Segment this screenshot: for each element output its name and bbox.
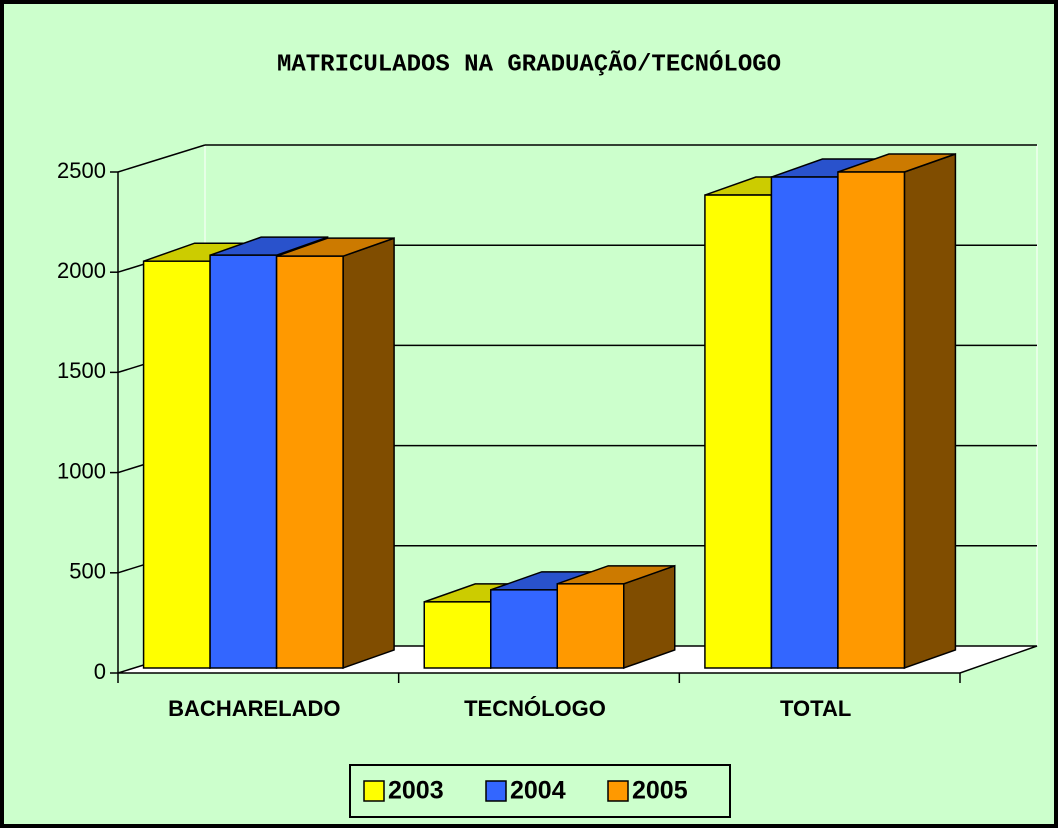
bar — [770, 176, 839, 669]
y-tick-label: 500 — [69, 559, 106, 584]
y-tick-label: 1000 — [57, 458, 106, 483]
legend-label: 2005 — [632, 777, 688, 805]
legend-swatch — [607, 780, 629, 802]
bar — [209, 254, 278, 669]
bar — [142, 260, 211, 669]
grid-line — [117, 144, 206, 173]
chart-title: MATRICULADOS NA GRADUAÇÃO/TECNÓLOGO — [277, 49, 781, 78]
bar-side — [903, 152, 957, 670]
legend-label: 2004 — [510, 777, 566, 805]
legend-label: 2003 — [388, 777, 444, 805]
bar-side — [342, 237, 395, 670]
legend-swatch — [485, 780, 507, 802]
y-tick-label: 0 — [94, 659, 106, 684]
legend-box — [349, 764, 731, 818]
legend-swatch — [363, 780, 385, 802]
bar — [490, 589, 558, 669]
legend: 2003 2004 2005 — [363, 777, 688, 805]
y-tick-label: 2500 — [57, 158, 106, 183]
bar — [837, 171, 906, 669]
x-tick-label: TOTAL — [780, 696, 851, 721]
x-tick-label: TECNÓLOGO — [464, 696, 606, 721]
x-tick-label: BACHARELADO — [168, 696, 340, 721]
y-tick-label: 1500 — [57, 358, 106, 383]
bar — [704, 194, 773, 669]
bar — [275, 255, 344, 669]
y-tick-label: 2000 — [57, 258, 106, 283]
bar — [556, 583, 625, 669]
plot-area: 0 500 1000 1500 2000 2500 BACHARELADO TECNÓLOGO… — [57, 144, 1038, 721]
bar — [423, 601, 492, 669]
